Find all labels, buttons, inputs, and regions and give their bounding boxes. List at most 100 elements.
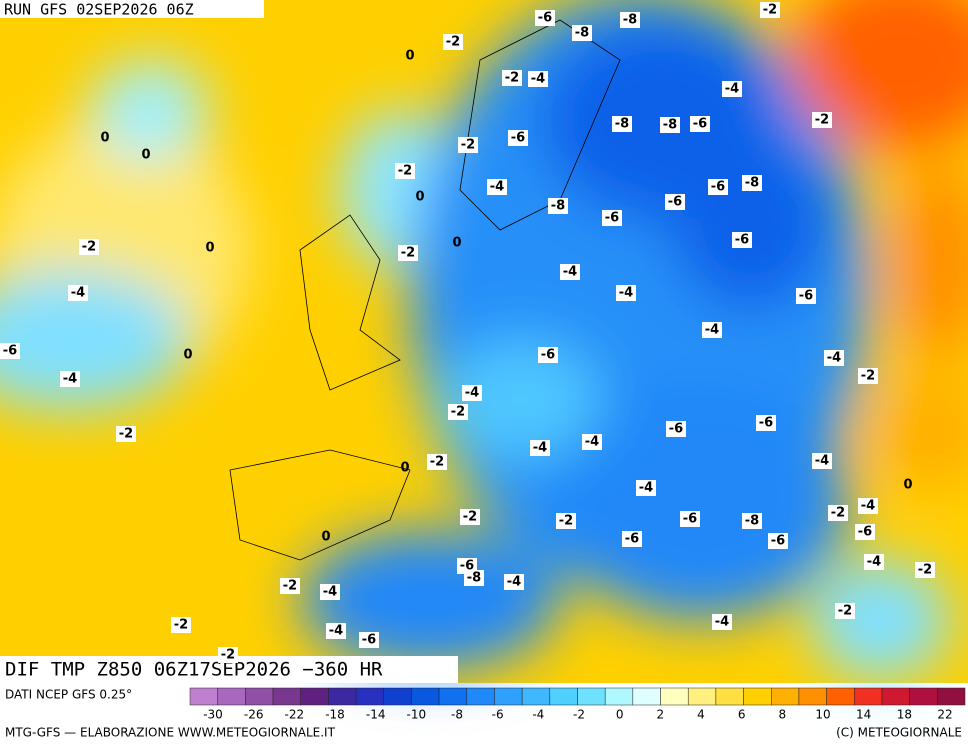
contour-label-box: [796, 288, 816, 304]
contour-label-box: [835, 603, 855, 619]
contour-label: -6: [460, 559, 474, 574]
contour-label: -2: [446, 35, 460, 50]
contour-label: 0: [405, 49, 414, 64]
source-label: DATI NCEP GFS 0.25°: [5, 688, 132, 702]
colorbar-label: 2: [657, 708, 665, 722]
contour-label-box: [712, 614, 732, 630]
colorbar-swatch: [355, 687, 385, 706]
contour-label-box: [508, 130, 528, 146]
contour-label-box: [864, 554, 884, 570]
contour-label: -2: [559, 514, 573, 529]
contour-label: -4: [323, 585, 337, 600]
contour-label: -2: [763, 3, 777, 18]
contour-label-box: [487, 179, 507, 195]
contour-label: -8: [745, 176, 759, 191]
contour-label: -8: [467, 571, 481, 586]
colorbar-swatch: [604, 687, 634, 706]
contour-label-box: [616, 285, 636, 301]
colorbar-swatch: [549, 687, 578, 706]
contour-label-box: [582, 434, 602, 450]
colorbar-swatch: [328, 687, 357, 706]
contour-label: -6: [668, 195, 682, 210]
contour-label: -2: [918, 563, 932, 578]
contour-label-box: [398, 245, 418, 261]
colorbar-label: 10: [815, 708, 830, 722]
contour-label: -6: [511, 131, 525, 146]
contour-label-box: [680, 511, 700, 527]
contour-label: -8: [575, 26, 589, 41]
contour-label-box: [702, 322, 722, 338]
contour-label: -6: [735, 233, 749, 248]
colorbar-label: 14: [856, 708, 871, 722]
contour-label: -6: [605, 211, 619, 226]
contour-label-box: [812, 112, 832, 128]
colorbar-label: 4: [697, 708, 705, 722]
contour-label: -8: [745, 514, 759, 529]
contour-label-box: [828, 505, 848, 521]
contour-label: -4: [827, 351, 841, 366]
contour-label-box: [502, 70, 522, 86]
contour-label: -4: [861, 499, 875, 514]
colorbar-label: -10: [407, 708, 427, 722]
colorbar-label: -30: [203, 708, 223, 722]
colorbar-swatch: [881, 687, 910, 706]
colorbar-label: -26: [244, 708, 264, 722]
contour-label: -2: [119, 427, 133, 442]
contour-label: -4: [715, 615, 729, 630]
contour-label: -2: [221, 648, 235, 663]
contour-label-box: [732, 232, 752, 248]
contour-label: -6: [771, 534, 785, 549]
contour-label-box: [690, 116, 710, 132]
contour-label: -2: [430, 455, 444, 470]
contour-label: -2: [815, 113, 829, 128]
contour-label: -6: [362, 633, 376, 648]
colorbar-swatch: [494, 687, 523, 706]
contour-label: -8: [623, 13, 637, 28]
contour-label: -4: [71, 286, 85, 301]
colorbar-label: -2: [573, 708, 585, 722]
contour-label-box: [722, 81, 742, 97]
contour-label-box: [528, 71, 548, 87]
contour-label-box: [171, 617, 191, 633]
contour-label: 0: [141, 148, 150, 163]
contour-label: -4: [533, 441, 547, 456]
colorbar-swatch: [217, 687, 246, 706]
colorbar-swatch: [272, 687, 301, 706]
contour-label-box: [538, 347, 558, 363]
contour-label-box: [320, 584, 340, 600]
colorbar-swatch: [771, 687, 800, 706]
contour-label: -4: [585, 435, 599, 450]
colorbar-swatch: [687, 687, 717, 706]
contour-label: 0: [903, 478, 912, 493]
contour-label: -6: [669, 422, 683, 437]
contour-label: 0: [100, 131, 109, 146]
contour-label-box: [612, 116, 632, 132]
colorbar-swatch: [383, 687, 412, 706]
contour-label-box: [858, 368, 878, 384]
contour-label: 0: [205, 241, 214, 256]
contour-label: 0: [321, 530, 330, 545]
contour-label: -2: [461, 138, 475, 153]
contour-label: -2: [463, 510, 477, 525]
colorbar-swatch: [798, 687, 827, 706]
contour-label: -4: [725, 82, 739, 97]
run-box: [0, 0, 264, 18]
contour-label: -6: [3, 344, 17, 359]
contour-label-box: [760, 2, 780, 18]
colorbar-swatch: [411, 687, 440, 706]
contour-label-box: [79, 239, 99, 255]
colorbar-label: -4: [532, 708, 544, 722]
contour-label-box: [708, 179, 728, 195]
product-label: DIF TMP Z850 06Z17SEP2026 −360 HR: [5, 659, 383, 681]
contour-label-box: [280, 578, 300, 594]
contour-label-box: [756, 415, 776, 431]
contour-label-box: [666, 421, 686, 437]
contour-label-box: [636, 480, 656, 496]
contour-label-box: [116, 426, 136, 442]
contour-label-box: [464, 570, 484, 586]
contour-label-box: [858, 498, 878, 514]
contour-label-box: [768, 533, 788, 549]
colorbar-label: 6: [738, 708, 746, 722]
colorbar-label: 0: [616, 708, 624, 722]
contour-label: -2: [401, 246, 415, 261]
